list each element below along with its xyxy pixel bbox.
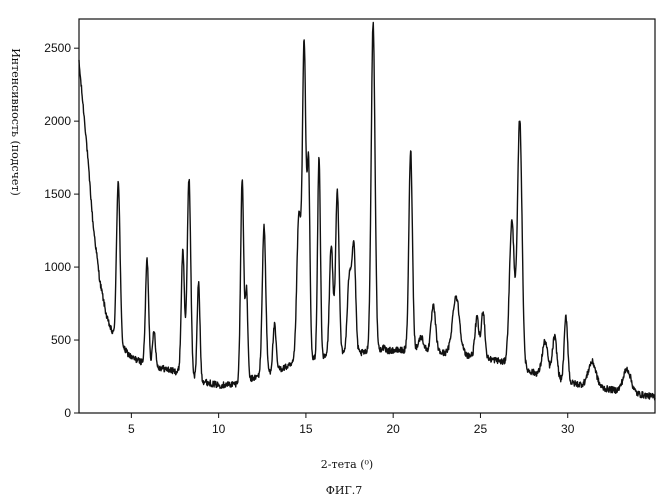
- y-tick-label: 1500: [44, 187, 71, 201]
- x-tick-label: 30: [561, 422, 575, 436]
- y-tick-label: 0: [64, 406, 71, 420]
- y-tick-label: 2500: [44, 41, 71, 55]
- y-tick-label: 1000: [44, 260, 71, 274]
- diffraction-pattern-line: [79, 22, 655, 399]
- x-tick-label: 15: [299, 422, 313, 436]
- x-tick-label: 20: [387, 422, 401, 436]
- x-tick-label: 10: [212, 422, 226, 436]
- x-axis-ticks: 5 10 15 20 25 30: [128, 413, 575, 436]
- figure-caption: ФИГ.7: [326, 484, 363, 497]
- y-tick-label: 2000: [44, 114, 71, 128]
- x-tick-label: 5: [128, 422, 135, 436]
- y-axis-ticks: 0 500 1000 1500 2000 2500: [44, 41, 79, 420]
- x-axis-title: 2-тета (⁰): [321, 458, 373, 471]
- x-tick-label: 25: [474, 422, 488, 436]
- y-axis-title: Интенсивность (подсчет): [9, 48, 22, 196]
- y-tick-label: 500: [51, 333, 71, 347]
